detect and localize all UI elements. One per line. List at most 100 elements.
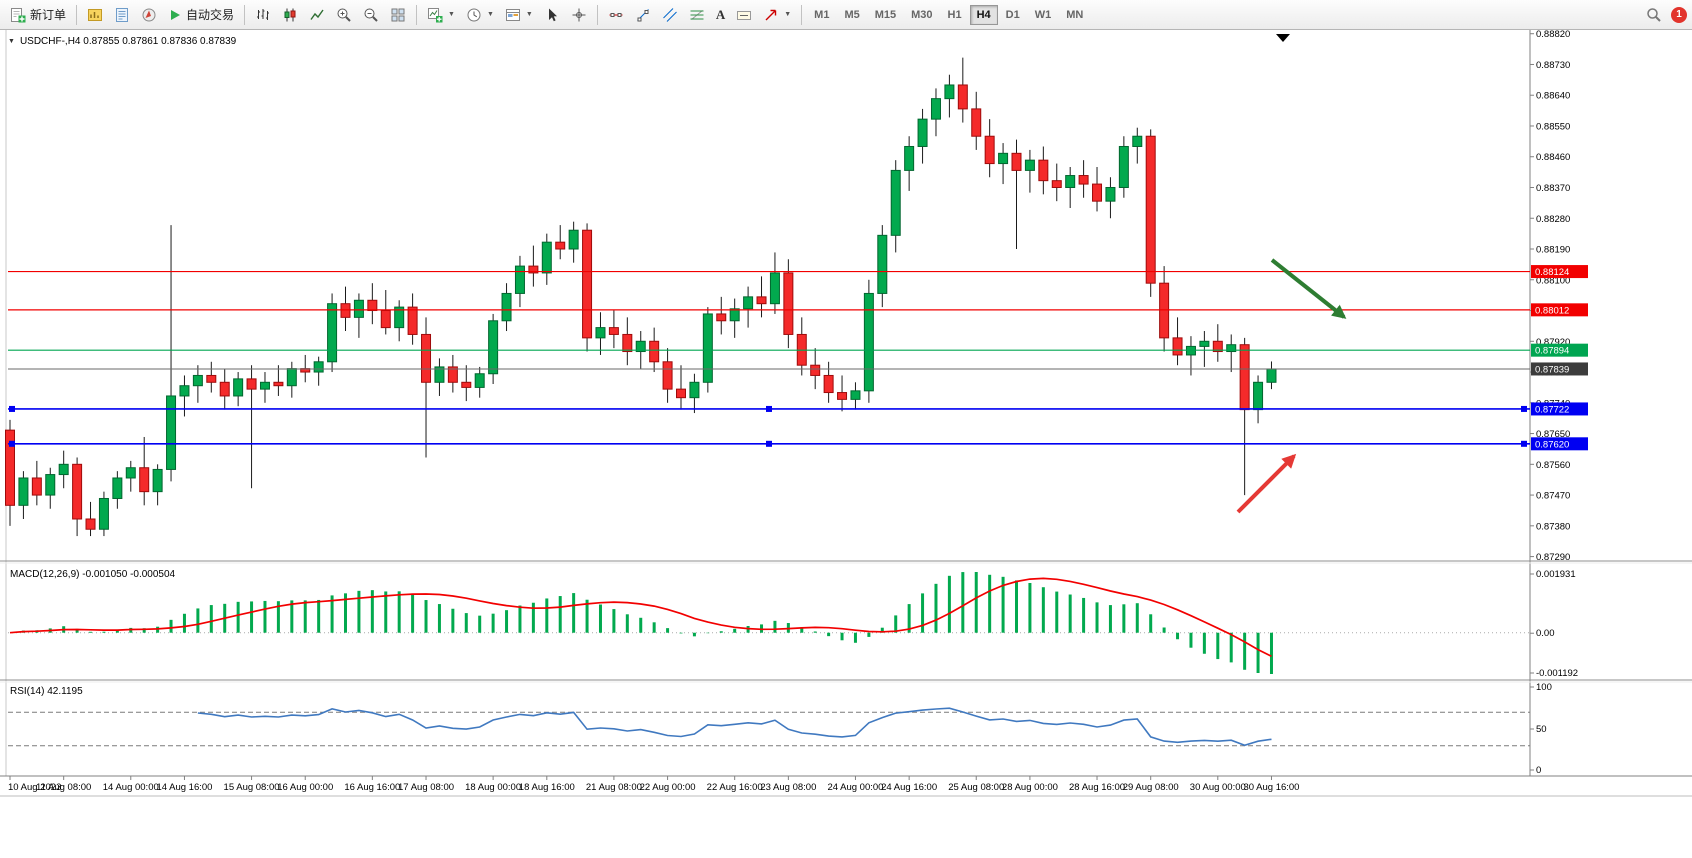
new-chart-button[interactable]: ▼ xyxy=(422,3,460,27)
line-selection-handle[interactable] xyxy=(9,440,15,447)
candlestick-chart-type-button[interactable] xyxy=(277,3,303,27)
toolbar-separator xyxy=(76,4,78,25)
profiles-button[interactable]: ▼ xyxy=(461,3,499,27)
chart-shift-marker[interactable] xyxy=(1276,34,1290,42)
candle-body xyxy=(823,374,834,394)
channel-tool-button[interactable] xyxy=(657,3,683,27)
candle-body xyxy=(85,518,96,530)
candle-body xyxy=(152,468,163,493)
candle-body xyxy=(662,361,673,390)
candle-body xyxy=(783,272,794,335)
chart-canvas[interactable]: 0.88820 0.88730 0.88640 0.88550 0.88460 0.883… xyxy=(0,30,1692,858)
text-tool-icon: A xyxy=(715,6,726,22)
chart-window[interactable]: 0.88820 0.88730 0.88640 0.88550 0.88460 0.883… xyxy=(0,30,1692,858)
line-selection-handle[interactable] xyxy=(1521,440,1527,447)
search-icon xyxy=(1647,7,1661,22)
text-tool-button[interactable]: A xyxy=(711,3,730,27)
fibonacci-tool-button[interactable] xyxy=(684,3,710,27)
line-selection-handle[interactable] xyxy=(766,440,772,447)
candle-body xyxy=(206,374,217,383)
arrows-tool-button[interactable]: ▼ xyxy=(758,3,796,27)
line-selection-handle[interactable] xyxy=(1521,405,1527,412)
candle-body xyxy=(407,306,418,335)
price-axis-label: 0.87650 xyxy=(1536,429,1570,440)
candle-body xyxy=(1024,159,1035,171)
line-selection-handle[interactable] xyxy=(9,405,15,412)
price-tag xyxy=(1531,402,1588,416)
crosshair-tool-button[interactable] xyxy=(566,3,592,27)
search-button[interactable] xyxy=(1641,3,1667,27)
price-tag-label: 0.88124 xyxy=(1535,267,1569,278)
candle-body xyxy=(1132,135,1143,147)
toolbar-separator xyxy=(416,4,418,25)
candle-body xyxy=(729,308,740,322)
timeframe-h4-button[interactable]: H4 xyxy=(969,4,998,25)
red-up-arrow[interactable] xyxy=(1236,453,1297,514)
timeframe-h1-button[interactable]: H1 xyxy=(941,5,969,25)
candle-body xyxy=(353,299,364,318)
zoom-out-button[interactable] xyxy=(358,3,384,27)
trendline-tool-button[interactable] xyxy=(630,3,656,27)
candle-body xyxy=(246,378,257,390)
green-down-arrow[interactable] xyxy=(1270,258,1347,319)
trendline-tool-icon xyxy=(636,8,649,21)
line-selection-handle[interactable] xyxy=(766,405,772,412)
timeframe-w1-button[interactable]: W1 xyxy=(1028,5,1059,25)
price-axis-label: 0.88730 xyxy=(1536,60,1570,71)
timeframe-m1-button[interactable]: M1 xyxy=(807,5,836,25)
timeframe-m15-button[interactable]: M15 xyxy=(868,5,903,25)
time-axis-label: 30 Aug 00:00 xyxy=(1190,782,1246,793)
price-axis-label: 0.87920 xyxy=(1536,337,1570,348)
candle-body xyxy=(1051,180,1062,188)
candle-body xyxy=(863,292,874,392)
time-axis-label: 14 Aug 00:00 xyxy=(103,782,159,793)
candle-body xyxy=(957,84,968,110)
timeframe-m30-button[interactable]: M30 xyxy=(904,5,939,25)
price-tag-label: 0.88012 xyxy=(1535,305,1569,316)
new-chart-icon xyxy=(428,7,443,22)
time-axis-label: 24 Aug 00:00 xyxy=(827,782,883,793)
candle-body xyxy=(1011,152,1022,171)
candle-body xyxy=(568,229,579,250)
bar-chart-type-button[interactable] xyxy=(250,3,276,27)
candle-body xyxy=(837,392,848,400)
cursor-tool-button[interactable] xyxy=(539,3,565,27)
candle-body xyxy=(219,381,230,397)
time-axis-label: 22 Aug 00:00 xyxy=(640,782,696,793)
market-watch-button[interactable] xyxy=(82,3,108,27)
hline-tool-button[interactable] xyxy=(603,3,629,27)
candle-body xyxy=(1078,175,1089,185)
timeframe-d1-button[interactable]: D1 xyxy=(999,5,1027,25)
candle-body xyxy=(327,303,338,363)
time-axis-label: 25 Aug 08:00 xyxy=(948,782,1004,793)
zoom-in-button[interactable] xyxy=(331,3,357,27)
symbol-dropdown-icon[interactable]: ▼ xyxy=(8,38,15,45)
timeframe-m5-button[interactable]: M5 xyxy=(837,5,866,25)
new-order-button[interactable]: 新订单 xyxy=(5,3,71,27)
candle-body xyxy=(1065,175,1076,188)
notification-badge[interactable]: 1 xyxy=(1671,6,1687,23)
tile-windows-button[interactable] xyxy=(385,3,411,27)
label-tool-button[interactable] xyxy=(731,3,757,27)
templates-button[interactable]: ▼ xyxy=(500,3,538,27)
price-axis-label: 0.88280 xyxy=(1536,214,1570,225)
macd-axis-label: 0.001931 xyxy=(1536,569,1576,580)
line-chart-type-button[interactable] xyxy=(304,3,330,27)
horizontal-line-tool-icon xyxy=(609,12,623,17)
price-tag-label: 0.87722 xyxy=(1535,404,1569,415)
price-tag xyxy=(1531,303,1588,317)
candle-body xyxy=(166,395,177,470)
timeframe-mn-button[interactable]: MN xyxy=(1059,5,1090,25)
candle-body xyxy=(1038,159,1049,182)
price-axis-label: 0.88820 xyxy=(1536,30,1570,40)
time-axis-label: 23 Aug 08:00 xyxy=(760,782,816,793)
navigator-button[interactable] xyxy=(136,3,162,27)
data-window-button[interactable] xyxy=(109,3,135,27)
candle-body xyxy=(930,98,941,120)
time-axis-label: 15 Aug 08:00 xyxy=(224,782,280,793)
auto-trading-button[interactable]: 自动交易 xyxy=(163,3,239,27)
candle-body xyxy=(112,477,123,499)
data-window-icon xyxy=(116,7,129,22)
candle-body xyxy=(702,313,713,383)
price-tag-label: 0.87894 xyxy=(1535,346,1569,357)
